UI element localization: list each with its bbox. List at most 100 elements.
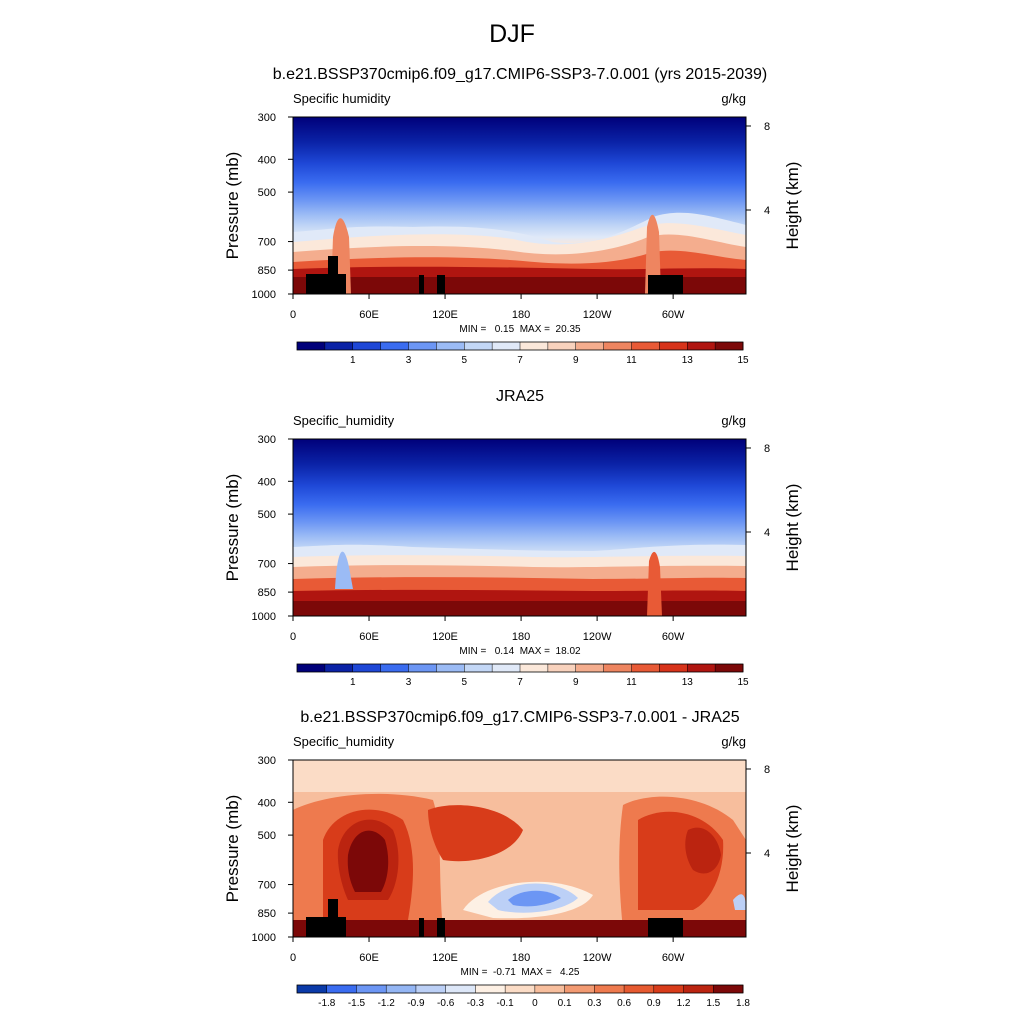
colorbar-swatch bbox=[715, 664, 744, 672]
y-ticks: 300 400 500 700 850 1000 bbox=[252, 755, 293, 944]
y2-tick-label: 8 bbox=[764, 764, 770, 776]
x-tick-label: 120E bbox=[432, 309, 458, 321]
units-label: g/kg bbox=[721, 413, 746, 428]
units-label: g/kg bbox=[721, 734, 746, 749]
land-mask-indonesia-1 bbox=[419, 918, 424, 937]
units-label: g/kg bbox=[721, 91, 746, 106]
x-tick-label: 120W bbox=[583, 309, 612, 321]
colorbar-swatch bbox=[603, 342, 632, 350]
x-tick-label: 120E bbox=[432, 631, 458, 643]
panel-title: b.e21.BSSP370cmip6.f09_g17.CMIP6-SSP3-7.… bbox=[273, 66, 768, 83]
colorbar-swatch bbox=[297, 985, 328, 993]
colorbar-swatch bbox=[297, 664, 326, 672]
y2-tick-label: 8 bbox=[764, 443, 770, 455]
panel-reanalysis: JRA25 Specific_humidity g/kg 0 60E 120E 180… bbox=[223, 388, 802, 688]
y-tick-label: 850 bbox=[258, 587, 276, 599]
y-tick-label: 700 bbox=[258, 237, 276, 249]
colorbar-swatch bbox=[297, 342, 326, 350]
colorbar-label: 0.1 bbox=[558, 998, 572, 1009]
colorbar-swatch bbox=[520, 342, 549, 350]
colorbar-swatch bbox=[408, 664, 437, 672]
y2-ticks: 84 bbox=[746, 443, 770, 539]
colorbar-swatch bbox=[352, 342, 382, 350]
land-mask-andes bbox=[648, 918, 683, 937]
y-ticks: 300 400 500 700 850 1000 bbox=[252, 434, 293, 623]
x-tick-label: 0 bbox=[290, 309, 296, 321]
x-tick-label: 180 bbox=[512, 309, 530, 321]
colorbar-swatch bbox=[324, 342, 354, 350]
band-bottom bbox=[293, 920, 746, 937]
colorbar-label: 5 bbox=[461, 677, 467, 688]
land-mask-indonesia-2 bbox=[437, 918, 445, 937]
colorbar-label: -1.2 bbox=[378, 998, 396, 1009]
trough-andes bbox=[645, 214, 661, 294]
colorbar-swatch bbox=[475, 985, 506, 993]
y2-tick-label: 4 bbox=[764, 527, 770, 539]
colorbar-label: -1.8 bbox=[318, 998, 336, 1009]
colorbar-swatch bbox=[492, 664, 521, 672]
colorbar-label: 7 bbox=[517, 677, 523, 688]
y-axis-label: Pressure (mb) bbox=[223, 474, 242, 582]
colorbar-label: -0.9 bbox=[407, 998, 425, 1009]
colorbar-label: -1.5 bbox=[348, 998, 366, 1009]
plot-frame bbox=[292, 438, 747, 617]
colorbar: -1.8 -1.5 -1.2 -0.9 -0.6 -0.3 -0.1 0 0.1 0.3 0.6 0.… bbox=[296, 984, 750, 1009]
panel-title: JRA25 bbox=[496, 388, 544, 405]
land-mask-africa bbox=[306, 274, 346, 294]
y-axis-label: Pressure (mb) bbox=[223, 152, 242, 260]
variable-label: Specific_humidity bbox=[293, 734, 395, 749]
colorbar-swatch bbox=[713, 985, 744, 993]
colorbar-swatch bbox=[687, 342, 716, 350]
y-ticks: 300 400 500 700 850 1000 bbox=[252, 112, 293, 301]
blob-blue-core bbox=[508, 890, 561, 907]
colorbar-swatch bbox=[594, 985, 625, 993]
y-tick-label: 400 bbox=[258, 797, 276, 809]
y-tick-label: 300 bbox=[258, 434, 276, 446]
land-mask-andes bbox=[648, 275, 683, 294]
y-tick-label: 850 bbox=[258, 265, 276, 277]
colorbar-label: 11 bbox=[626, 677, 637, 688]
x-tick-label: 60E bbox=[359, 952, 379, 964]
stats-label: MIN = -0.71 MAX = 4.25 bbox=[461, 967, 580, 978]
trough-andes bbox=[647, 551, 662, 616]
colorbar-swatch bbox=[575, 664, 605, 672]
y-tick-label: 300 bbox=[258, 112, 276, 124]
y-tick-label: 500 bbox=[258, 187, 276, 199]
plot-frame bbox=[292, 759, 747, 938]
colorbar-swatch bbox=[631, 664, 660, 672]
colorbar-swatch bbox=[464, 342, 493, 350]
x-tick-label: 60E bbox=[359, 309, 379, 321]
band-bottom bbox=[293, 277, 746, 294]
colorbar-label: 13 bbox=[682, 355, 694, 366]
colorbar-swatch bbox=[324, 664, 354, 672]
x-ticks: 0 60E 120E 180 120W 60W bbox=[290, 616, 685, 643]
y2-axis-label: Height (km) bbox=[783, 805, 802, 893]
land-mask-africa-peak bbox=[328, 899, 338, 919]
colorbar-label: 0.3 bbox=[587, 998, 601, 1009]
panel-model: b.e21.BSSP370cmip6.f09_g17.CMIP6-SSP3-7.… bbox=[223, 66, 802, 366]
x-tick-label: 120W bbox=[583, 631, 612, 643]
blob-red-central bbox=[428, 805, 523, 862]
colorbar-label: 0.9 bbox=[647, 998, 661, 1009]
colorbar-label: 1.2 bbox=[677, 998, 691, 1009]
plot-frame bbox=[292, 116, 747, 295]
colorbar-swatch bbox=[505, 985, 536, 993]
y-axis-label: Pressure (mb) bbox=[223, 795, 242, 903]
land-mask-indonesia-2 bbox=[437, 275, 445, 294]
colorbar-swatch bbox=[659, 664, 688, 672]
colorbar-swatch bbox=[534, 985, 566, 993]
y-tick-label: 500 bbox=[258, 509, 276, 521]
x-tick-label: 60W bbox=[662, 309, 685, 321]
y-tick-label: 1000 bbox=[252, 289, 276, 301]
y-tick-label: 300 bbox=[258, 755, 276, 767]
colorbar-label: 3 bbox=[406, 355, 412, 366]
plot-area: 0 60E 120E 180 120W 60W 300 400 500 700 850 1000 8… bbox=[223, 112, 802, 335]
trough-africa bbox=[335, 551, 353, 589]
x-ticks: 0 60E 120E 180 120W 60W bbox=[290, 937, 685, 964]
y-tick-label: 1000 bbox=[252, 932, 276, 944]
colorbar-swatch bbox=[575, 342, 605, 350]
colorbar-swatch bbox=[715, 342, 744, 350]
colorbar-swatch bbox=[445, 985, 476, 993]
x-tick-label: 180 bbox=[512, 952, 530, 964]
colorbar-label: 0.6 bbox=[617, 998, 631, 1009]
